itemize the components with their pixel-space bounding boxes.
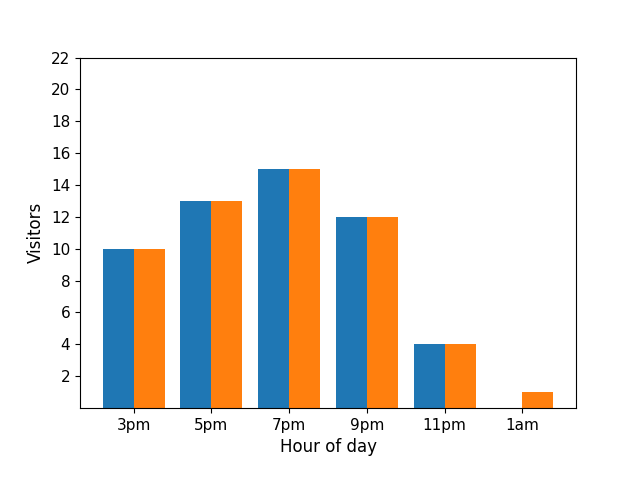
Bar: [102, 249, 134, 408]
Bar: [211, 201, 243, 408]
Bar: [413, 344, 445, 408]
Bar: [134, 249, 164, 408]
Bar: [258, 169, 289, 408]
Bar: [289, 169, 320, 408]
X-axis label: Hour of day: Hour of day: [280, 438, 376, 456]
Y-axis label: Visitors: Visitors: [28, 202, 45, 264]
Bar: [522, 392, 554, 408]
Bar: [180, 201, 211, 408]
Bar: [336, 217, 367, 408]
Bar: [445, 344, 476, 408]
Bar: [367, 217, 398, 408]
